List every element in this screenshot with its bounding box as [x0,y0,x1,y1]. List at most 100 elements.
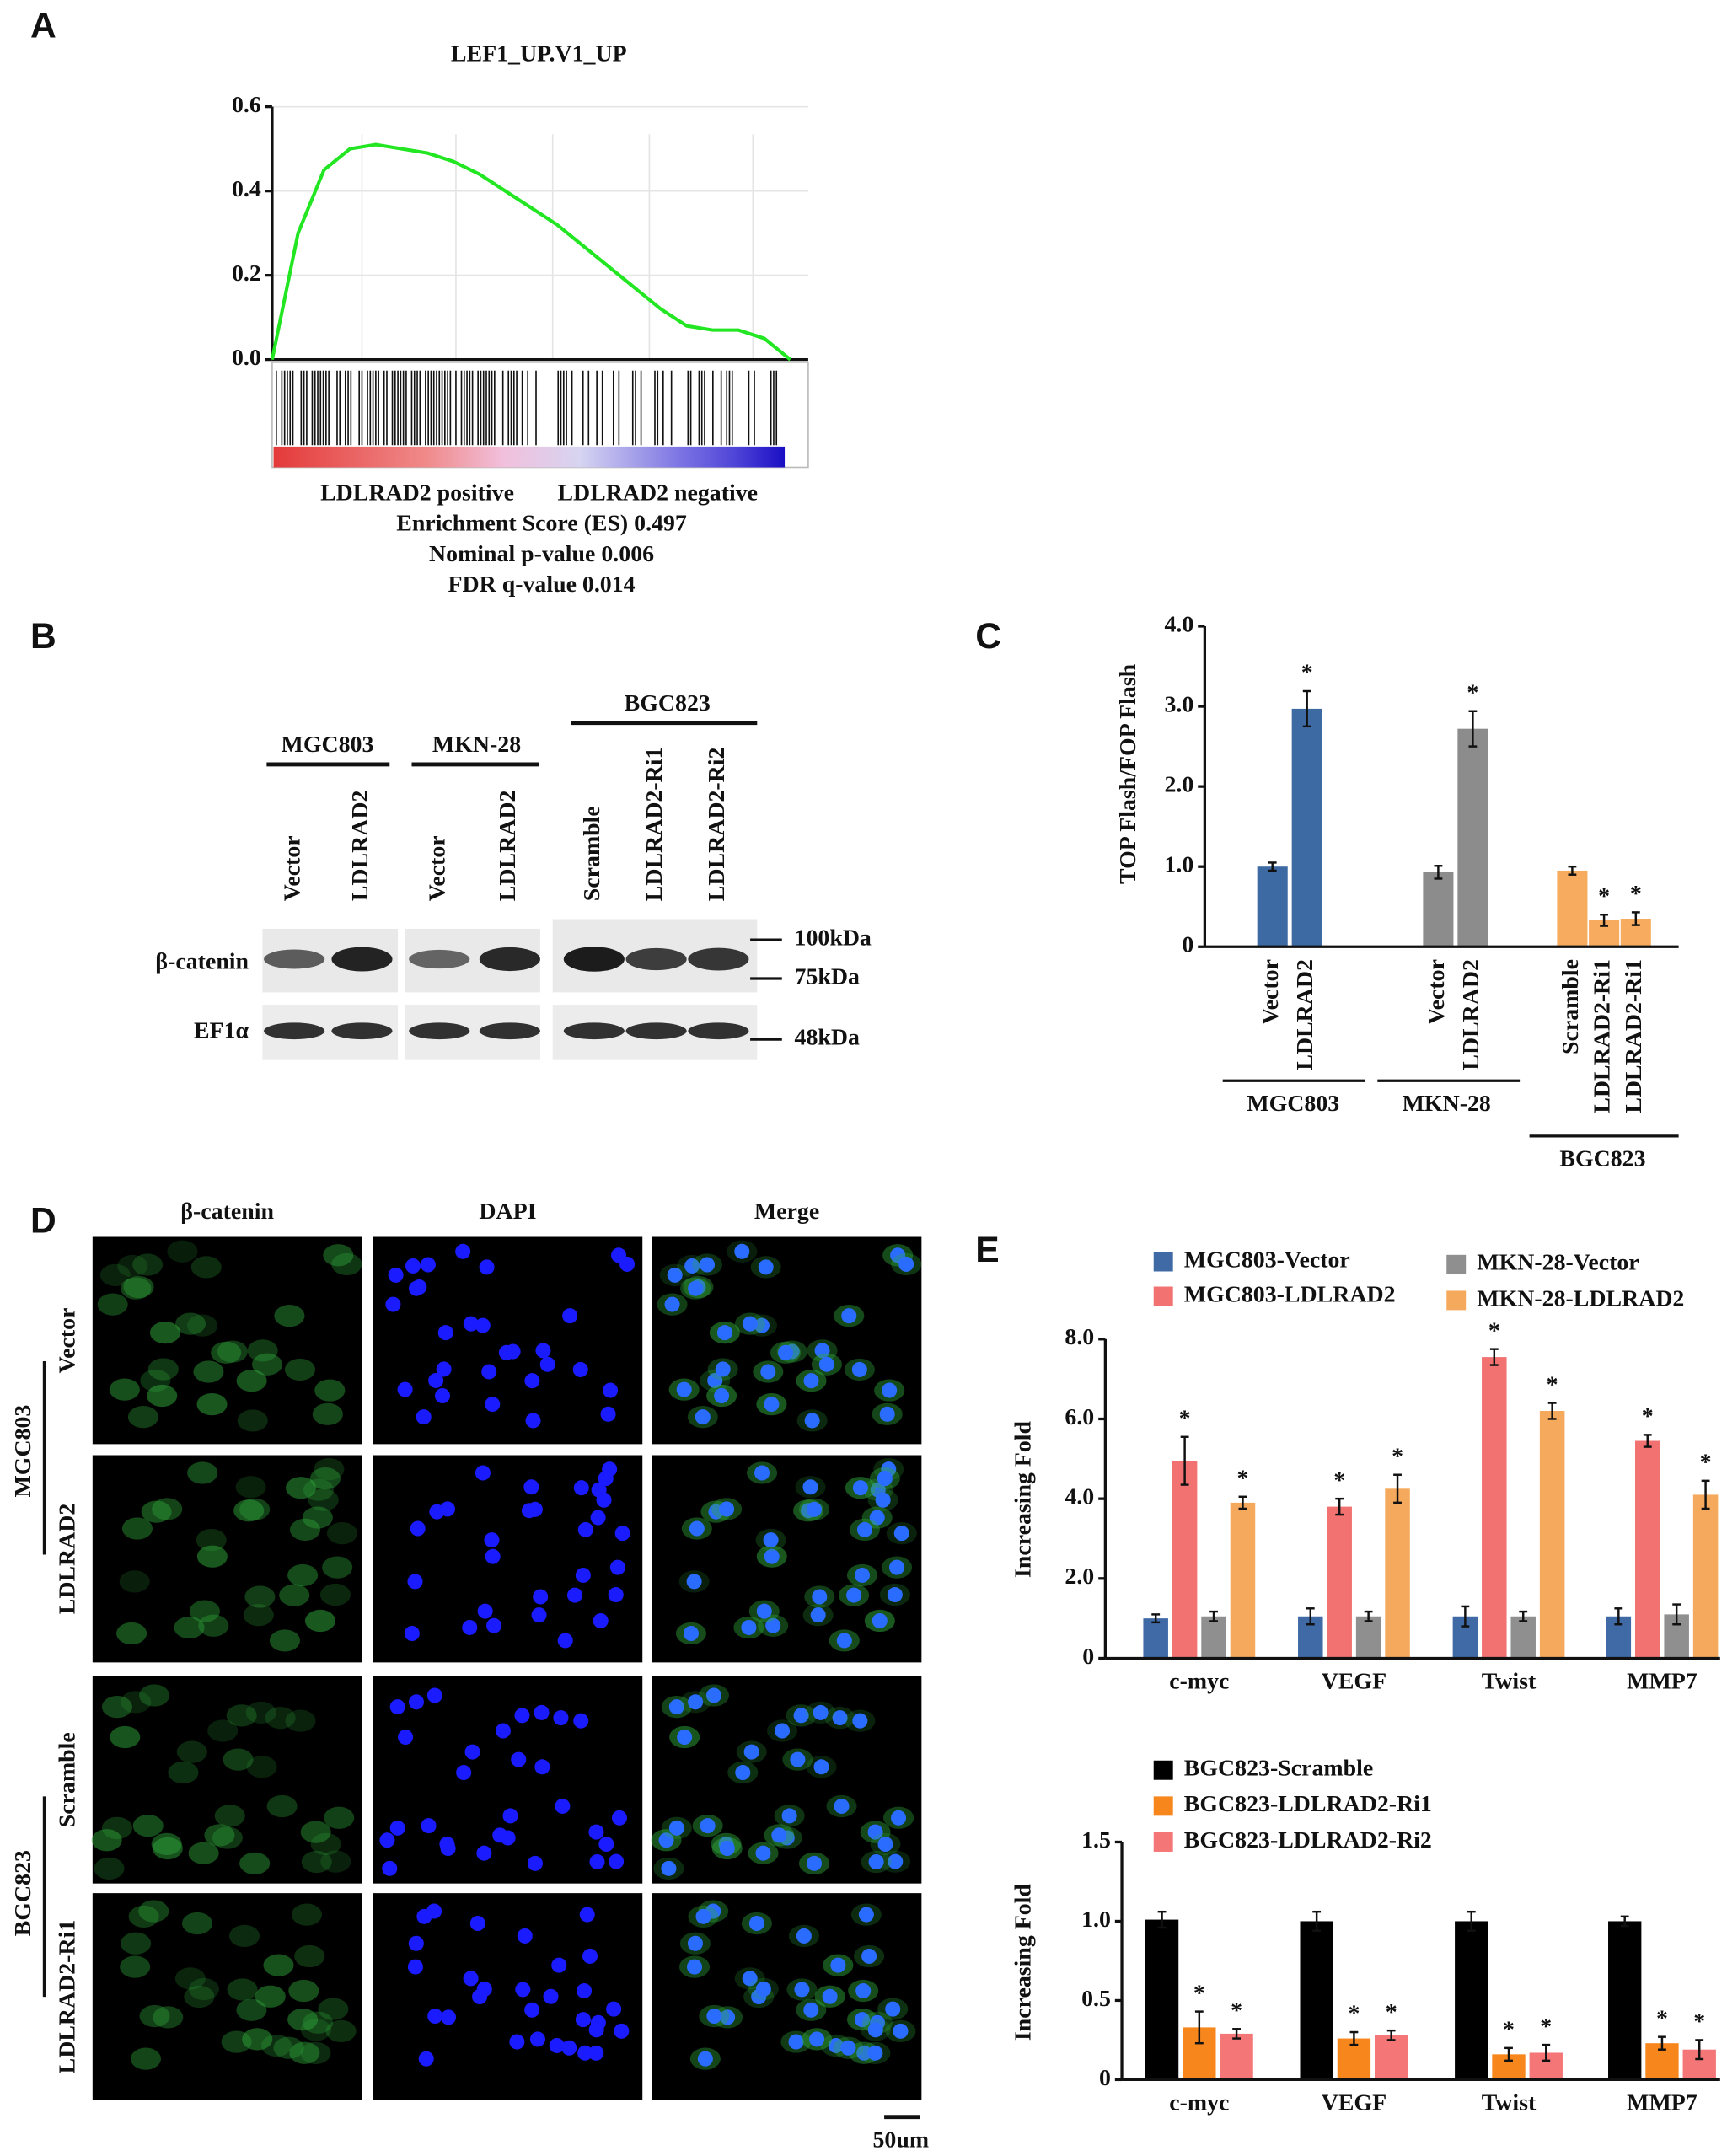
cell-cytoplasm [300,2019,331,2041]
cell-cytoplasm [239,1498,271,1520]
cell-nucleus [582,1948,598,1964]
cell-nucleus [485,1397,501,1413]
significance-mark: * [1193,1980,1205,2006]
cell-nucleus [794,1982,810,1998]
cell-nucleus [804,1413,820,1429]
cell-cytoplasm [196,1392,228,1416]
cell-nucleus [577,1983,593,1999]
cell-nucleus [531,1607,547,1623]
cell-nucleus [858,1907,874,1923]
y-tick-label: 0.2 [232,260,261,287]
cell-nucleus [889,1559,905,1575]
cell-nucleus [861,1948,877,1964]
group-label: MGC803 [1247,1091,1339,1117]
cell-nucleus [407,1959,423,1975]
channel-label: β-catenin [180,1199,274,1225]
cell-cytoplasm [310,1832,341,1856]
x-tick-label: VEGF [1322,1668,1386,1694]
cell-nucleus [440,1841,456,1857]
bar [1539,1411,1565,1659]
bar [1692,1494,1719,1659]
cell-nucleus [668,1820,684,1836]
cell-nucleus [527,1855,543,1871]
row-label: Vector [54,1308,80,1374]
cell-nucleus [885,2001,901,2017]
cell-cytoplasm [236,1370,267,1392]
cell-nucleus [734,1243,750,1259]
micrograph [373,1893,643,2101]
legend-label: BGC823-Scramble [1184,1756,1373,1782]
cell-nucleus [809,2031,825,2047]
cell-cytoplasm [237,1409,268,1432]
cell-nucleus [407,1574,423,1590]
cell-nucleus [561,2040,577,2056]
y-tick-label: 1.0 [1081,1907,1111,1933]
cell-cytoplasm [236,1998,267,2021]
cell-nucleus [524,2002,540,2018]
cell-cytoplasm [279,1584,310,1606]
cell-nucleus [428,1372,444,1388]
cell-nucleus [479,1259,495,1275]
cell-nucleus [867,2045,883,2061]
cell-nucleus [477,1603,493,1619]
legend-label: BGC823-LDLRAD2-Ri2 [1184,1827,1432,1853]
y-tick-label: 0 [1099,2065,1111,2091]
cell-nucleus [748,1915,764,1932]
cell-nucleus [689,1520,705,1537]
cell-nucleus [543,1988,559,2004]
cell-nucleus [813,1759,829,1775]
cell-nucleus [609,1853,625,1869]
cell-nucleus [495,1723,511,1739]
cell-cytoplasm [121,1277,152,1300]
band [479,947,540,972]
significance-mark: * [1386,1999,1397,2025]
cell-nucleus [492,1827,508,1843]
y-tick-label: 1.0 [1164,852,1193,878]
band [479,1022,540,1040]
cell-nucleus [695,1908,711,1924]
cell-nucleus [668,1699,684,1715]
cell-cytoplasm [174,1616,205,1639]
cell-nucleus [463,1316,479,1332]
band [688,947,749,971]
cell-nucleus [484,1532,500,1548]
cell-nucleus [385,1296,401,1312]
group-label: BGC823 [10,1850,36,1936]
lane-label: Scramble [579,806,605,901]
cell-cytoplasm [97,1293,128,1316]
cell-nucleus [608,1587,624,1603]
cell-nucleus [830,1957,846,1973]
bar [1300,1921,1333,2080]
cell-nucleus [475,1317,491,1333]
cell-nucleus [426,1687,442,1703]
cell-nucleus [891,1810,907,1826]
cell-nucleus [437,1325,453,1341]
cell-cytoplasm [188,1842,219,1864]
cell-nucleus [398,1729,414,1746]
bar [1457,728,1488,947]
cell-nucleus [590,1510,606,1526]
cell-cytoplasm [273,2036,304,2059]
cell-cytoplasm [223,1748,254,1771]
cell-nucleus [549,2037,565,2053]
significance-mark: * [1503,2017,1515,2043]
cell-cytoplasm [300,1821,331,1843]
row-label: LDLRAD2-Ri1 [54,1920,80,2074]
cell-nucleus [596,1492,612,1508]
micrograph [92,1676,362,1884]
cell-nucleus [856,2045,872,2061]
cell-cytoplasm [190,1256,222,1279]
cell-cytoplasm [325,2019,357,2042]
cell-nucleus [684,1258,700,1274]
cell-cytoplasm [121,1932,152,1955]
x-tick-label: c-myc [1169,2089,1229,2116]
cell-nucleus [427,2008,443,2025]
cell-cytoplasm [116,1622,147,1645]
bar [1220,2033,1253,2080]
cell-nucleus [611,1810,627,1826]
significance-mark: * [1656,2005,1668,2031]
cell-cytoplasm [167,1240,198,1263]
cell-nucleus [575,2012,591,2028]
y-tick-label: 4.0 [1065,1484,1094,1510]
cell-cytoplasm [255,1985,286,2008]
